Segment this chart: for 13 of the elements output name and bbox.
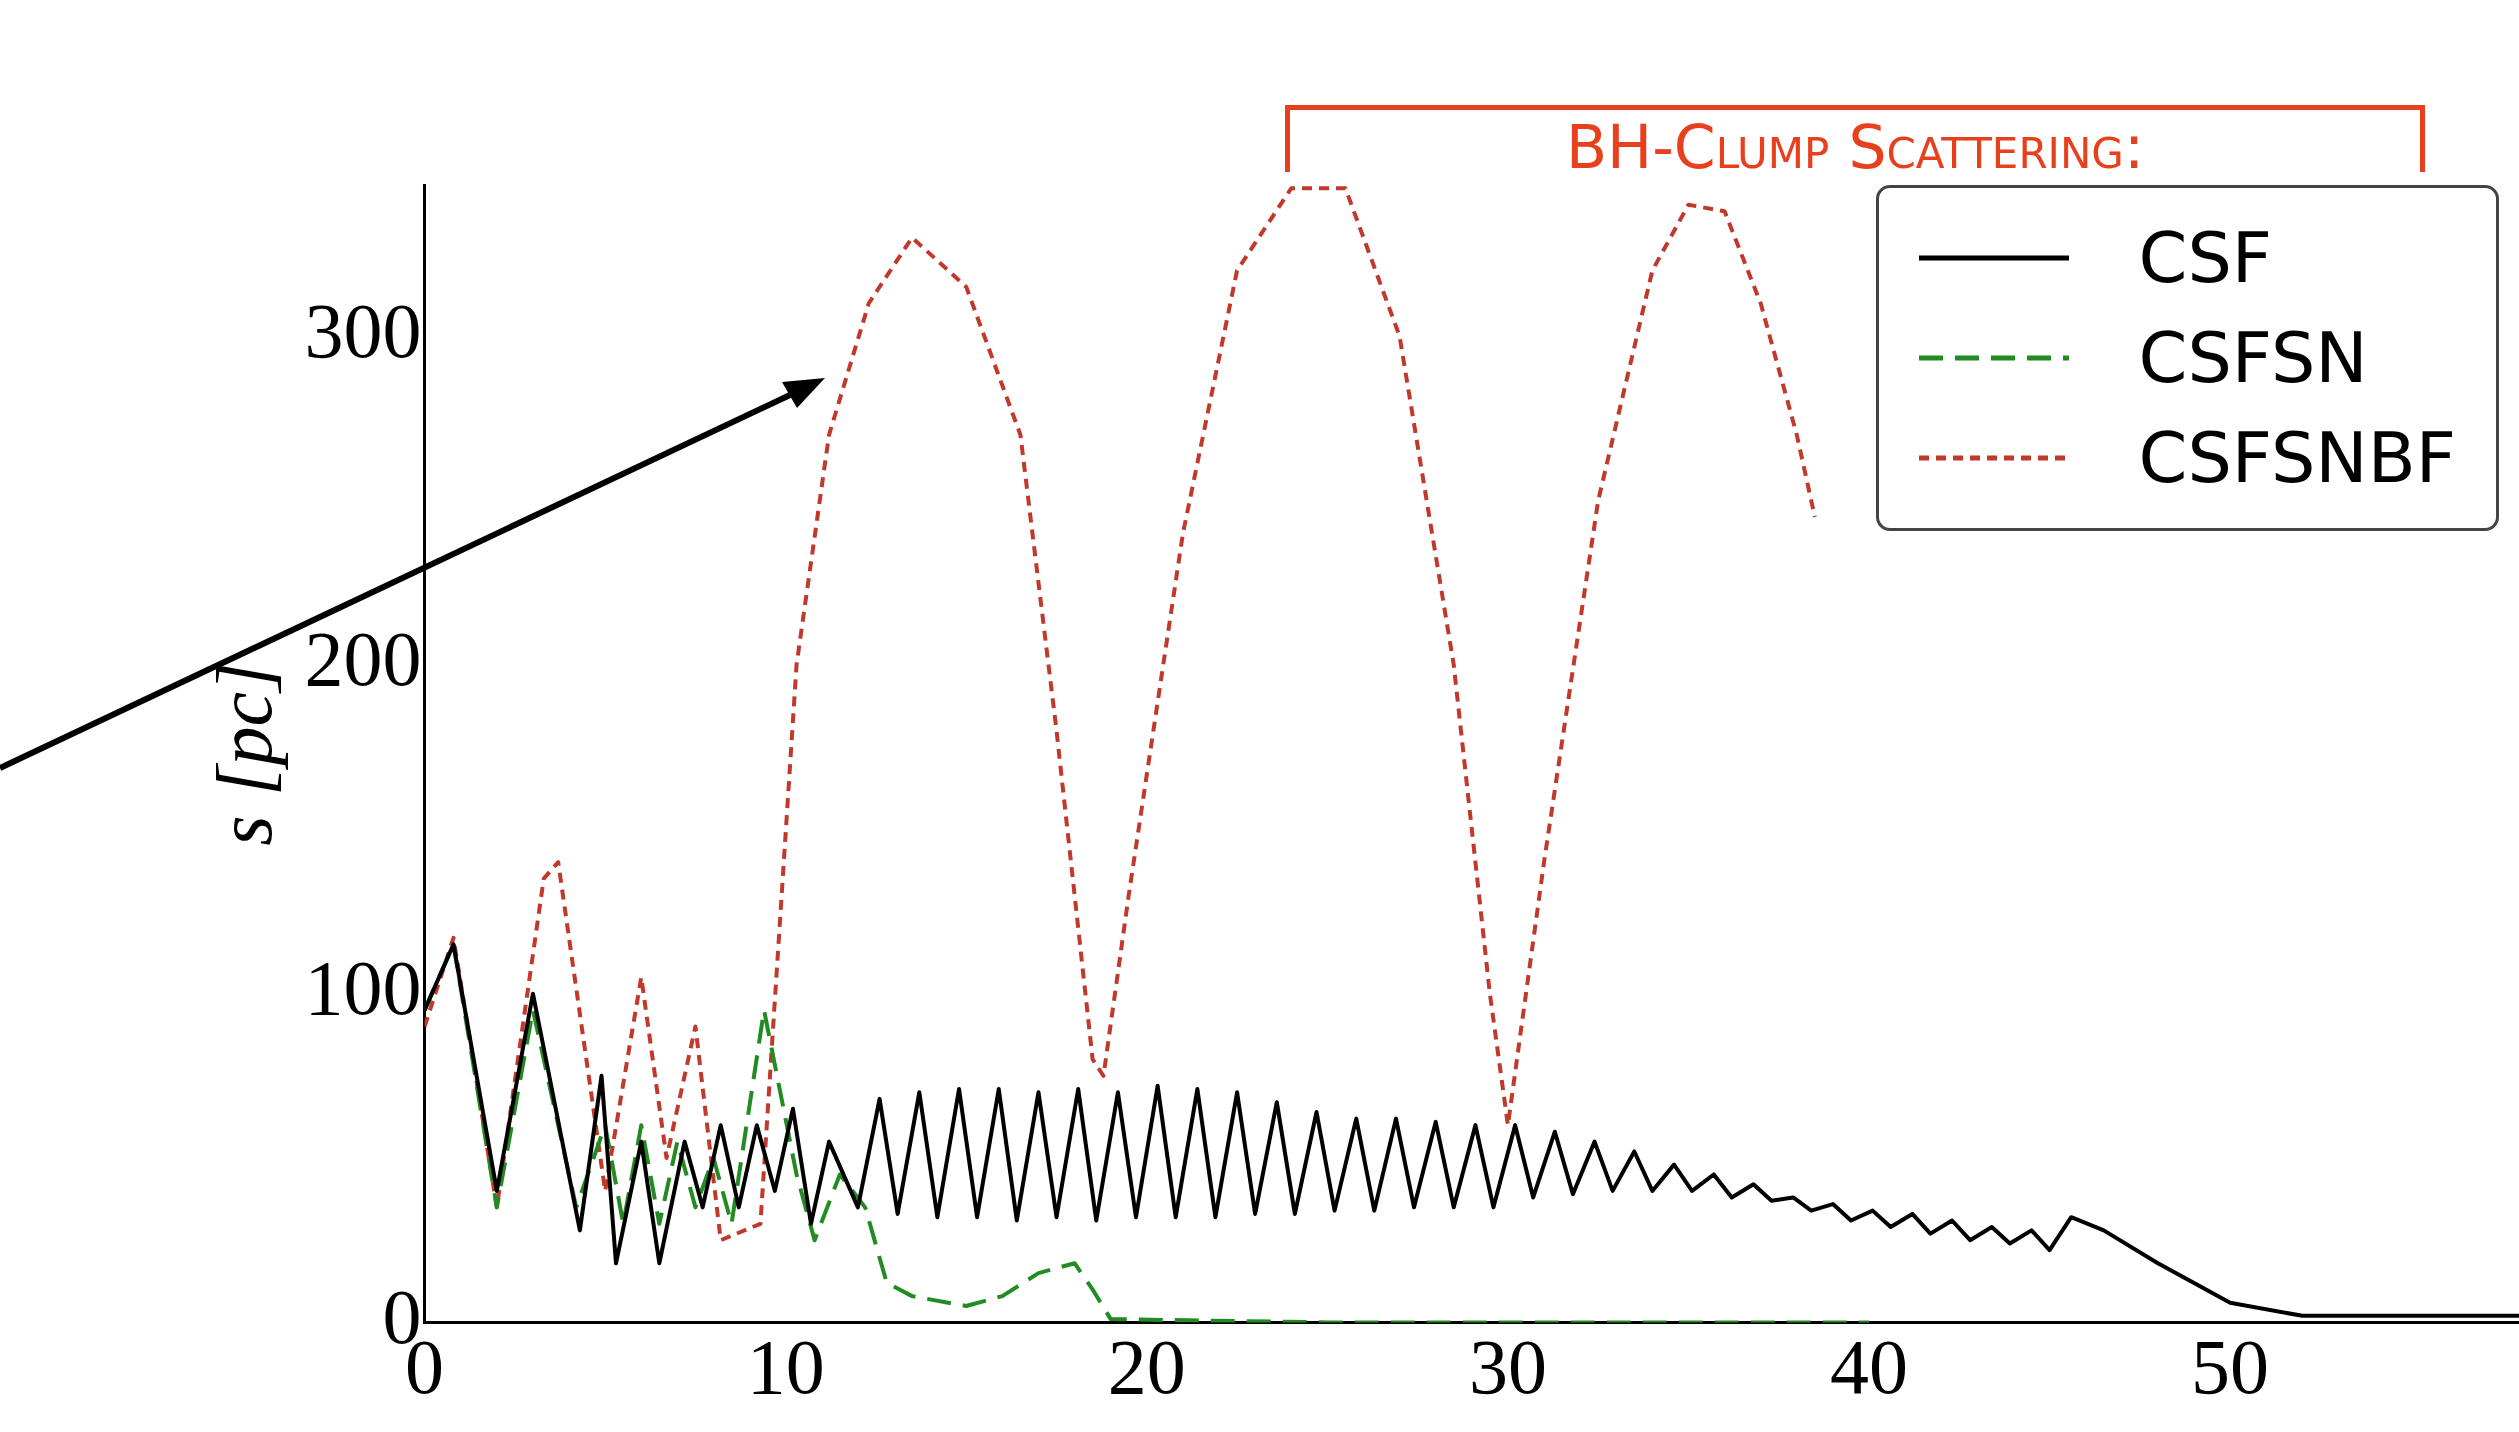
y-tick-label: 300 (304, 286, 422, 374)
y-tick-label: 100 (304, 944, 422, 1032)
legend-label: CSF (2138, 217, 2273, 299)
x-tick-label: 30 (1468, 1322, 1547, 1410)
x-tick-label: 10 (746, 1322, 825, 1410)
legend-label: CSFSN (2138, 317, 2368, 399)
x-tick-label: 20 (1107, 1322, 1186, 1410)
x-tick-label: 50 (2191, 1322, 2270, 1410)
y-axis-title: s [pc] (201, 661, 289, 846)
legend-label: CSFSNBF (2138, 417, 2456, 499)
box-outline: BH-Clump Scattering: (1285, 105, 2425, 172)
x-tick-label: 40 (1830, 1322, 1909, 1410)
y-tick-label: 200 (304, 615, 422, 703)
